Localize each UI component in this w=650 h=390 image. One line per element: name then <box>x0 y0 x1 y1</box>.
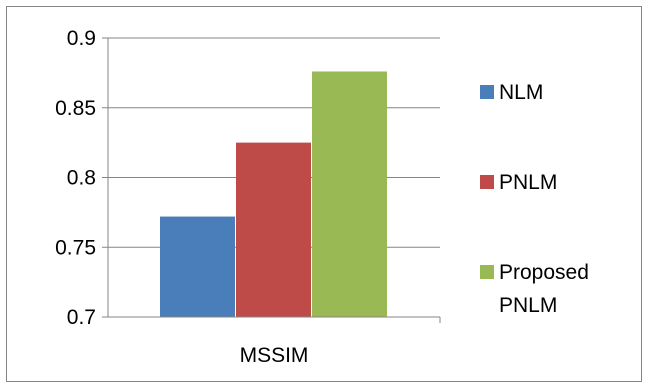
bar-pnlm <box>236 142 311 317</box>
y-tick-labels: 0.7 0.75 0.8 0.85 0.9 <box>55 27 108 329</box>
legend: NLM PNLM Proposed PNLM <box>480 81 589 317</box>
legend-label: PNLM <box>499 171 557 194</box>
bar-nlm <box>160 216 235 317</box>
y-tick-label: 0.8 <box>67 167 96 190</box>
y-tick-label: 0.7 <box>67 306 96 329</box>
legend-swatch <box>480 265 494 279</box>
bar-proposed-pnlm <box>312 71 387 317</box>
legend-swatch <box>480 175 494 189</box>
bars <box>160 71 387 317</box>
y-tick-label: 0.85 <box>55 97 96 120</box>
legend-label: PNLM <box>499 294 557 317</box>
x-category-label: MSSIM <box>240 344 309 367</box>
legend-label: NLM <box>499 81 543 104</box>
y-tick-label: 0.9 <box>67 27 96 50</box>
legend-label: Proposed <box>499 261 589 284</box>
legend-swatch <box>480 85 494 99</box>
x-category-labels: MSSIM <box>240 344 309 367</box>
y-tick-label: 0.75 <box>55 236 96 259</box>
